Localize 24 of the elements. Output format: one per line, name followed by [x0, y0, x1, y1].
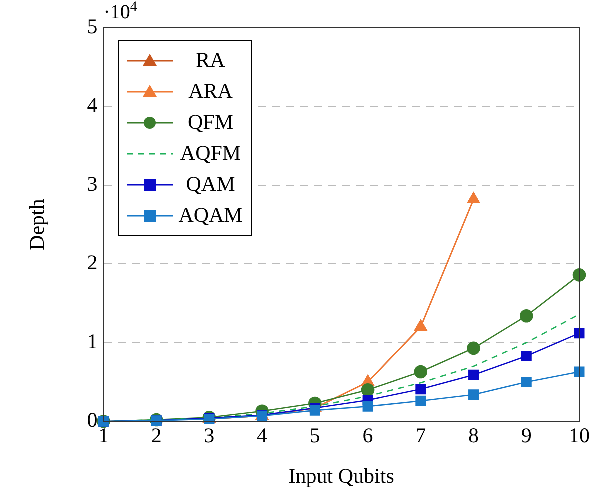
x-tick-label: 4 [257, 424, 268, 448]
y-tick-label: 2 [87, 250, 98, 275]
legend-label: AQFM [179, 141, 242, 166]
legend-label: RA [195, 48, 226, 73]
text: ·10$^{4}$ [104, 0, 138, 25]
y-tick-label: 5 [87, 14, 98, 39]
legend-label: ARA [188, 79, 234, 104]
x-tick-label: 9 [521, 424, 532, 448]
x-tick-label: 5 [310, 424, 320, 448]
legend-label: QAM [185, 172, 236, 197]
y-axis-title: Depth [25, 198, 50, 250]
y-tick-label: 4 [87, 93, 98, 118]
legend-label: AQAM [178, 203, 243, 228]
y-tick-label: 1 [87, 329, 98, 354]
x-tick-label: 2 [151, 424, 162, 448]
x-tick-label: 3 [204, 424, 215, 448]
x-tick-label: 6 [362, 424, 374, 448]
y-tick-label: 0 [87, 408, 98, 432]
x-tick-label: 7 [416, 424, 426, 448]
x-tick-label: 8 [468, 424, 480, 448]
y-tick-label: 3 [87, 172, 98, 196]
legend-label: QFM [187, 110, 235, 135]
x-tick-label: 10 [569, 424, 590, 448]
x-axis-title: Input Qubits [288, 464, 394, 488]
